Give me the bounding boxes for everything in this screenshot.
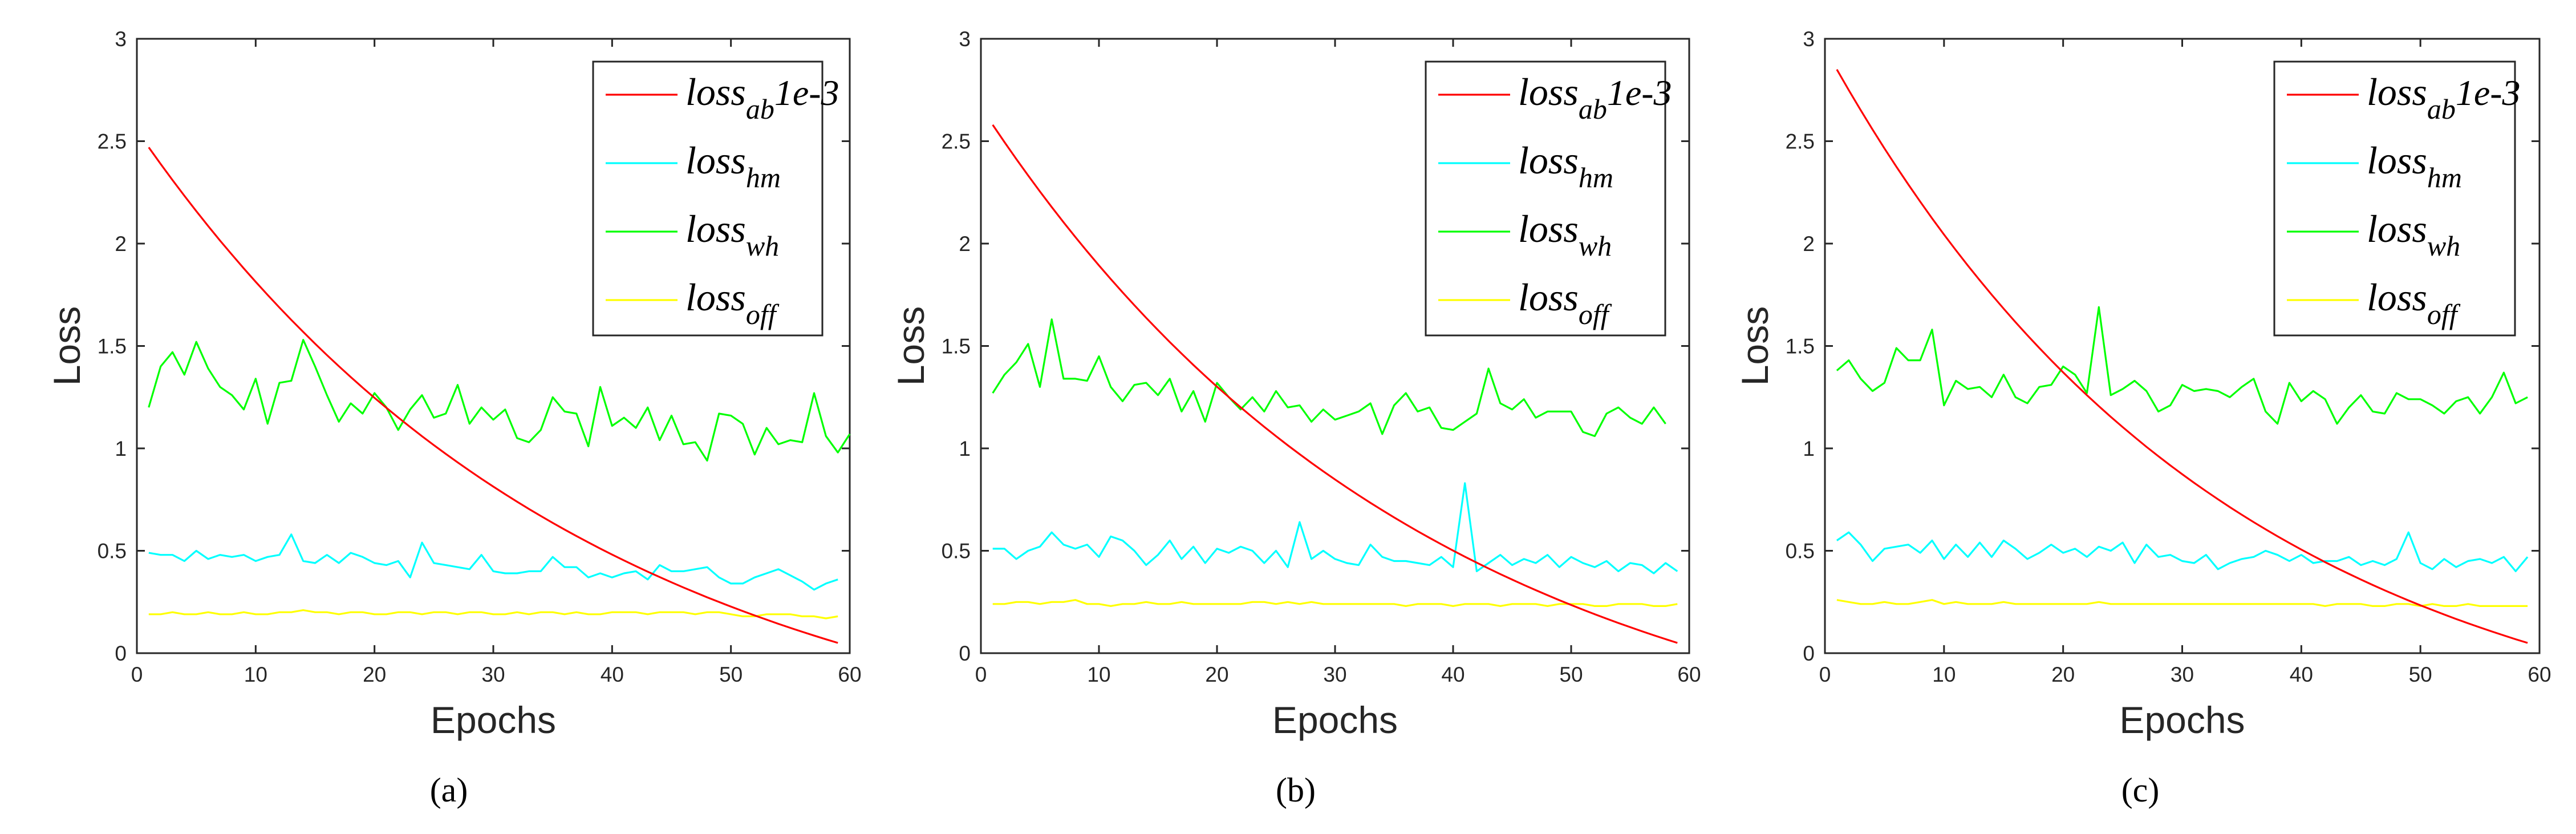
x-tick-label: 50 xyxy=(719,663,743,686)
x-tick-label: 10 xyxy=(1087,663,1110,686)
series-line-hm xyxy=(1836,531,2529,572)
legend-item-off: lossoff xyxy=(2287,276,2461,330)
legend-item-wh: losswh xyxy=(1438,207,1612,262)
legend-box xyxy=(592,60,823,337)
series-line-wh xyxy=(1836,306,2528,425)
series-line-ab xyxy=(148,147,838,644)
x-tick-label: 10 xyxy=(244,663,267,686)
y-tick-label: 0 xyxy=(115,642,127,665)
legend-item-hm: losshm xyxy=(606,139,781,193)
x-tick-label: 40 xyxy=(1441,663,1465,686)
y-tick-label: 2 xyxy=(1803,232,1815,256)
series-line-hm xyxy=(148,533,838,591)
x-tick-label: 60 xyxy=(838,663,861,686)
y-tick-label: 2 xyxy=(959,232,971,256)
x-tick-label: 30 xyxy=(1323,663,1346,686)
y-tick-label: 1.5 xyxy=(942,335,971,358)
y-tick-label: 0 xyxy=(1803,642,1815,665)
x-axis-label: Epochs xyxy=(2119,699,2245,741)
series-line-off xyxy=(992,599,1678,607)
y-tick-label: 1.5 xyxy=(98,335,127,358)
series-line-wh xyxy=(992,318,1666,438)
panel-caption: (a) xyxy=(430,771,468,809)
x-tick-label: 10 xyxy=(1932,663,1956,686)
legend-label: lossoff xyxy=(2367,276,2461,330)
panel-caption: (b) xyxy=(1276,771,1316,809)
y-tick-label: 3 xyxy=(115,27,127,51)
x-axis-label: Epochs xyxy=(431,699,556,741)
series-line-off xyxy=(1836,599,2528,607)
legend-box xyxy=(1425,60,1666,337)
legend-item-hm: losshm xyxy=(2287,139,2462,193)
legend-label: losshm xyxy=(2367,139,2462,193)
series-line-wh xyxy=(148,339,851,462)
legend: lossab1e-3 losshm losswh lossoff xyxy=(2273,60,2521,337)
y-tick-label: 0.5 xyxy=(942,540,971,563)
legend-label: losswh xyxy=(2367,207,2460,262)
x-tick-label: 60 xyxy=(2528,663,2551,686)
legend-item-ab: lossab1e-3 xyxy=(606,70,839,125)
legend-label: lossoff xyxy=(685,276,780,330)
legend-label: losshm xyxy=(685,139,781,193)
legend-item-off: lossoff xyxy=(606,276,780,330)
y-tick-label: 2.5 xyxy=(1786,130,1815,153)
legend-item-wh: losswh xyxy=(2287,207,2460,262)
x-tick-label: 30 xyxy=(2171,663,2194,686)
y-tick-label: 1.5 xyxy=(1786,335,1815,358)
y-tick-label: 1 xyxy=(959,437,971,460)
x-tick-label: 60 xyxy=(1677,663,1701,686)
y-tick-label: 2.5 xyxy=(98,130,127,153)
legend-label: lossab1e-3 xyxy=(685,70,839,125)
series-line-ab xyxy=(992,124,1678,644)
x-tick-label: 50 xyxy=(1559,663,1583,686)
y-tick-label: 2.5 xyxy=(942,130,971,153)
series-line-off xyxy=(148,609,838,620)
x-tick-label: 20 xyxy=(363,663,386,686)
x-axis-label: Epochs xyxy=(1272,699,1398,741)
x-tick-label: 30 xyxy=(481,663,505,686)
legend-item-ab: lossab1e-3 xyxy=(2287,70,2521,125)
legend-item-hm: losshm xyxy=(1438,139,1613,193)
y-tick-label: 2 xyxy=(115,232,127,256)
legend-label: losshm xyxy=(1518,139,1613,193)
series-line-hm xyxy=(992,482,1678,574)
chart-panel-3: 0 10 20 30 40 50 60 0 0.5 1 1.5 2 2.5 3 Epochs Loss loss… xyxy=(1734,27,2551,741)
legend-item-ab: lossab1e-3 xyxy=(1438,70,1672,125)
x-tick-label: 20 xyxy=(2051,663,2075,686)
y-tick-label: 0.5 xyxy=(98,540,127,563)
y-axis-label: Loss xyxy=(1734,306,1776,386)
chart-panel-2: 0 10 20 30 40 50 60 0 0.5 1 1.5 2 2.5 3 Epochs Loss loss… xyxy=(890,27,1701,741)
x-tick-label: 0 xyxy=(1819,663,1831,686)
x-tick-label: 0 xyxy=(131,663,143,686)
legend-item-off: lossoff xyxy=(1438,276,1612,330)
y-tick-label: 0 xyxy=(959,642,971,665)
legend-label: losswh xyxy=(1518,207,1612,262)
y-axis-label: Loss xyxy=(890,306,932,386)
legend: lossab1e-3 losshm losswh lossoff xyxy=(592,60,839,337)
y-tick-label: 1 xyxy=(1803,437,1815,460)
series-line-ab xyxy=(1836,69,2528,644)
legend-box xyxy=(2273,60,2516,337)
legend-label: losswh xyxy=(685,207,779,262)
y-tick-label: 3 xyxy=(959,27,971,51)
x-tick-label: 0 xyxy=(975,663,987,686)
legend-item-wh: losswh xyxy=(606,207,779,262)
y-axis-label: Loss xyxy=(46,306,88,386)
legend: lossab1e-3 losshm losswh lossoff xyxy=(1425,60,1672,337)
y-tick-label: 0.5 xyxy=(1786,540,1815,563)
x-tick-label: 40 xyxy=(2290,663,2313,686)
legend-label: lossoff xyxy=(1518,276,1612,330)
legend-label: lossab1e-3 xyxy=(1518,70,1672,125)
y-tick-label: 1 xyxy=(115,437,127,460)
x-tick-label: 20 xyxy=(1205,663,1228,686)
legend-label: lossab1e-3 xyxy=(2367,70,2521,125)
x-tick-label: 40 xyxy=(601,663,624,686)
x-tick-label: 50 xyxy=(2409,663,2432,686)
chart-panel-1: 0 10 20 30 40 50 60 0 0.5 1 1.5 2 2.5 3 Epochs Loss loss… xyxy=(46,27,862,741)
y-tick-label: 3 xyxy=(1803,27,1815,51)
panel-caption: (c) xyxy=(2121,771,2160,809)
